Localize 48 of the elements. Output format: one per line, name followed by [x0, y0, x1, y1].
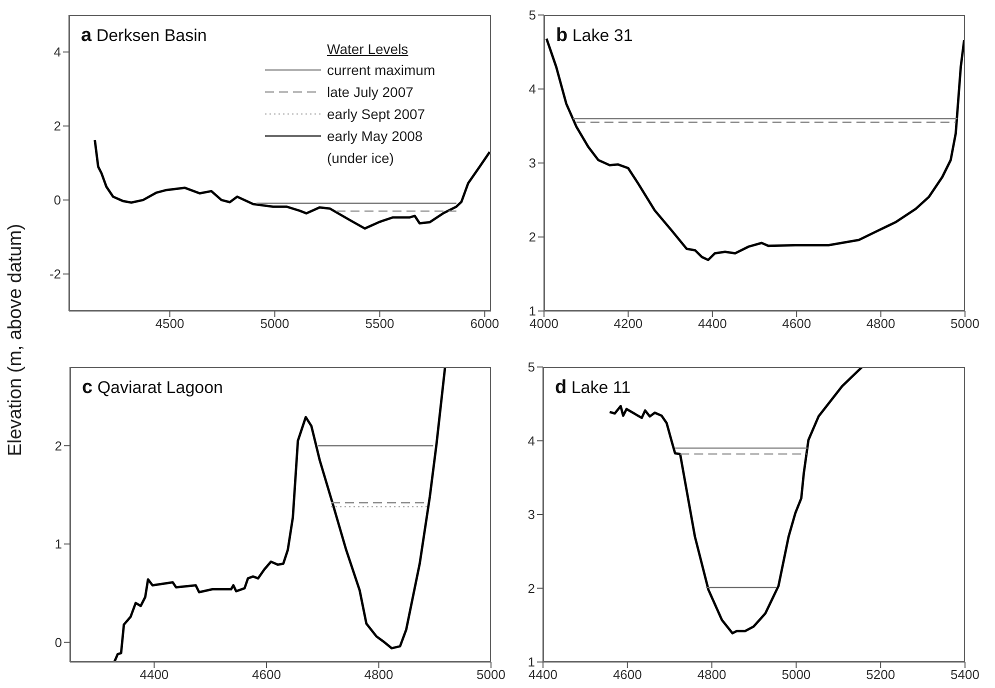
y-tick-label: 5: [528, 8, 536, 23]
y-tick-label: 4: [54, 44, 61, 60]
y-tick-label: 1: [528, 304, 536, 319]
x-tick-label: 5400: [950, 667, 980, 682]
text: a Derksen Basin: [81, 25, 207, 47]
y-tick-label: 0: [54, 634, 62, 650]
y-tick-label: 2: [528, 580, 535, 596]
y-tick-label: -2: [49, 266, 61, 282]
x-tick-label: 4000: [530, 316, 558, 332]
legend-label: current maximum: [327, 61, 436, 80]
x-tick-label: 4800: [697, 667, 726, 682]
x-tick-label: 5000: [476, 667, 506, 682]
x-tick-label: 4800: [866, 316, 896, 332]
x-tick-label: 6000: [470, 316, 500, 332]
y-tick-label: 0: [54, 192, 61, 208]
y-tick-label: 3: [528, 507, 535, 522]
x-tick-label: 5000: [782, 667, 811, 682]
x-tick-label: 5000: [260, 316, 290, 332]
x-tick-label: 4400: [140, 667, 169, 682]
legend-label: early May 2008 (under ice): [327, 127, 424, 168]
y-tick-label: 1: [528, 654, 535, 670]
y-tick-label: 4: [528, 433, 535, 448]
x-tick-label: 4600: [612, 667, 642, 682]
y-tick-label: 1: [54, 536, 62, 552]
x-tick-label: 4400: [528, 667, 558, 682]
x-tick-label: 4600: [252, 667, 281, 682]
y-tick-label: 2: [528, 230, 536, 245]
y-tick-label: 4: [528, 82, 536, 97]
y-tick-label: 2: [54, 438, 62, 454]
text: c Qaviarat Lagoon: [82, 377, 224, 399]
x-tick-label: 5000: [950, 316, 980, 332]
x-tick-label: 4400: [698, 316, 727, 332]
text: b Lake 31: [556, 25, 633, 47]
y-tick-label: 5: [528, 360, 535, 375]
legend-title: Water Levels: [327, 41, 410, 57]
x-tick-label: 4800: [364, 667, 394, 682]
legend-label: late July 2007: [327, 83, 414, 102]
y-tick-label: 3: [528, 156, 536, 171]
x-tick-label: 5200: [866, 667, 896, 682]
text: d Lake 11: [555, 377, 631, 399]
legend-label: early Sept 2007: [327, 105, 426, 124]
x-tick-label: 4500: [155, 316, 184, 332]
x-tick-label: 4200: [614, 316, 643, 332]
x-tick-label: 5500: [365, 316, 394, 332]
y-tick-label: 2: [54, 118, 61, 134]
line-series: [608, 367, 864, 634]
y-axis-title: Elevation (m, above datum): [5, 224, 27, 456]
x-tick-label: 4600: [782, 316, 812, 332]
